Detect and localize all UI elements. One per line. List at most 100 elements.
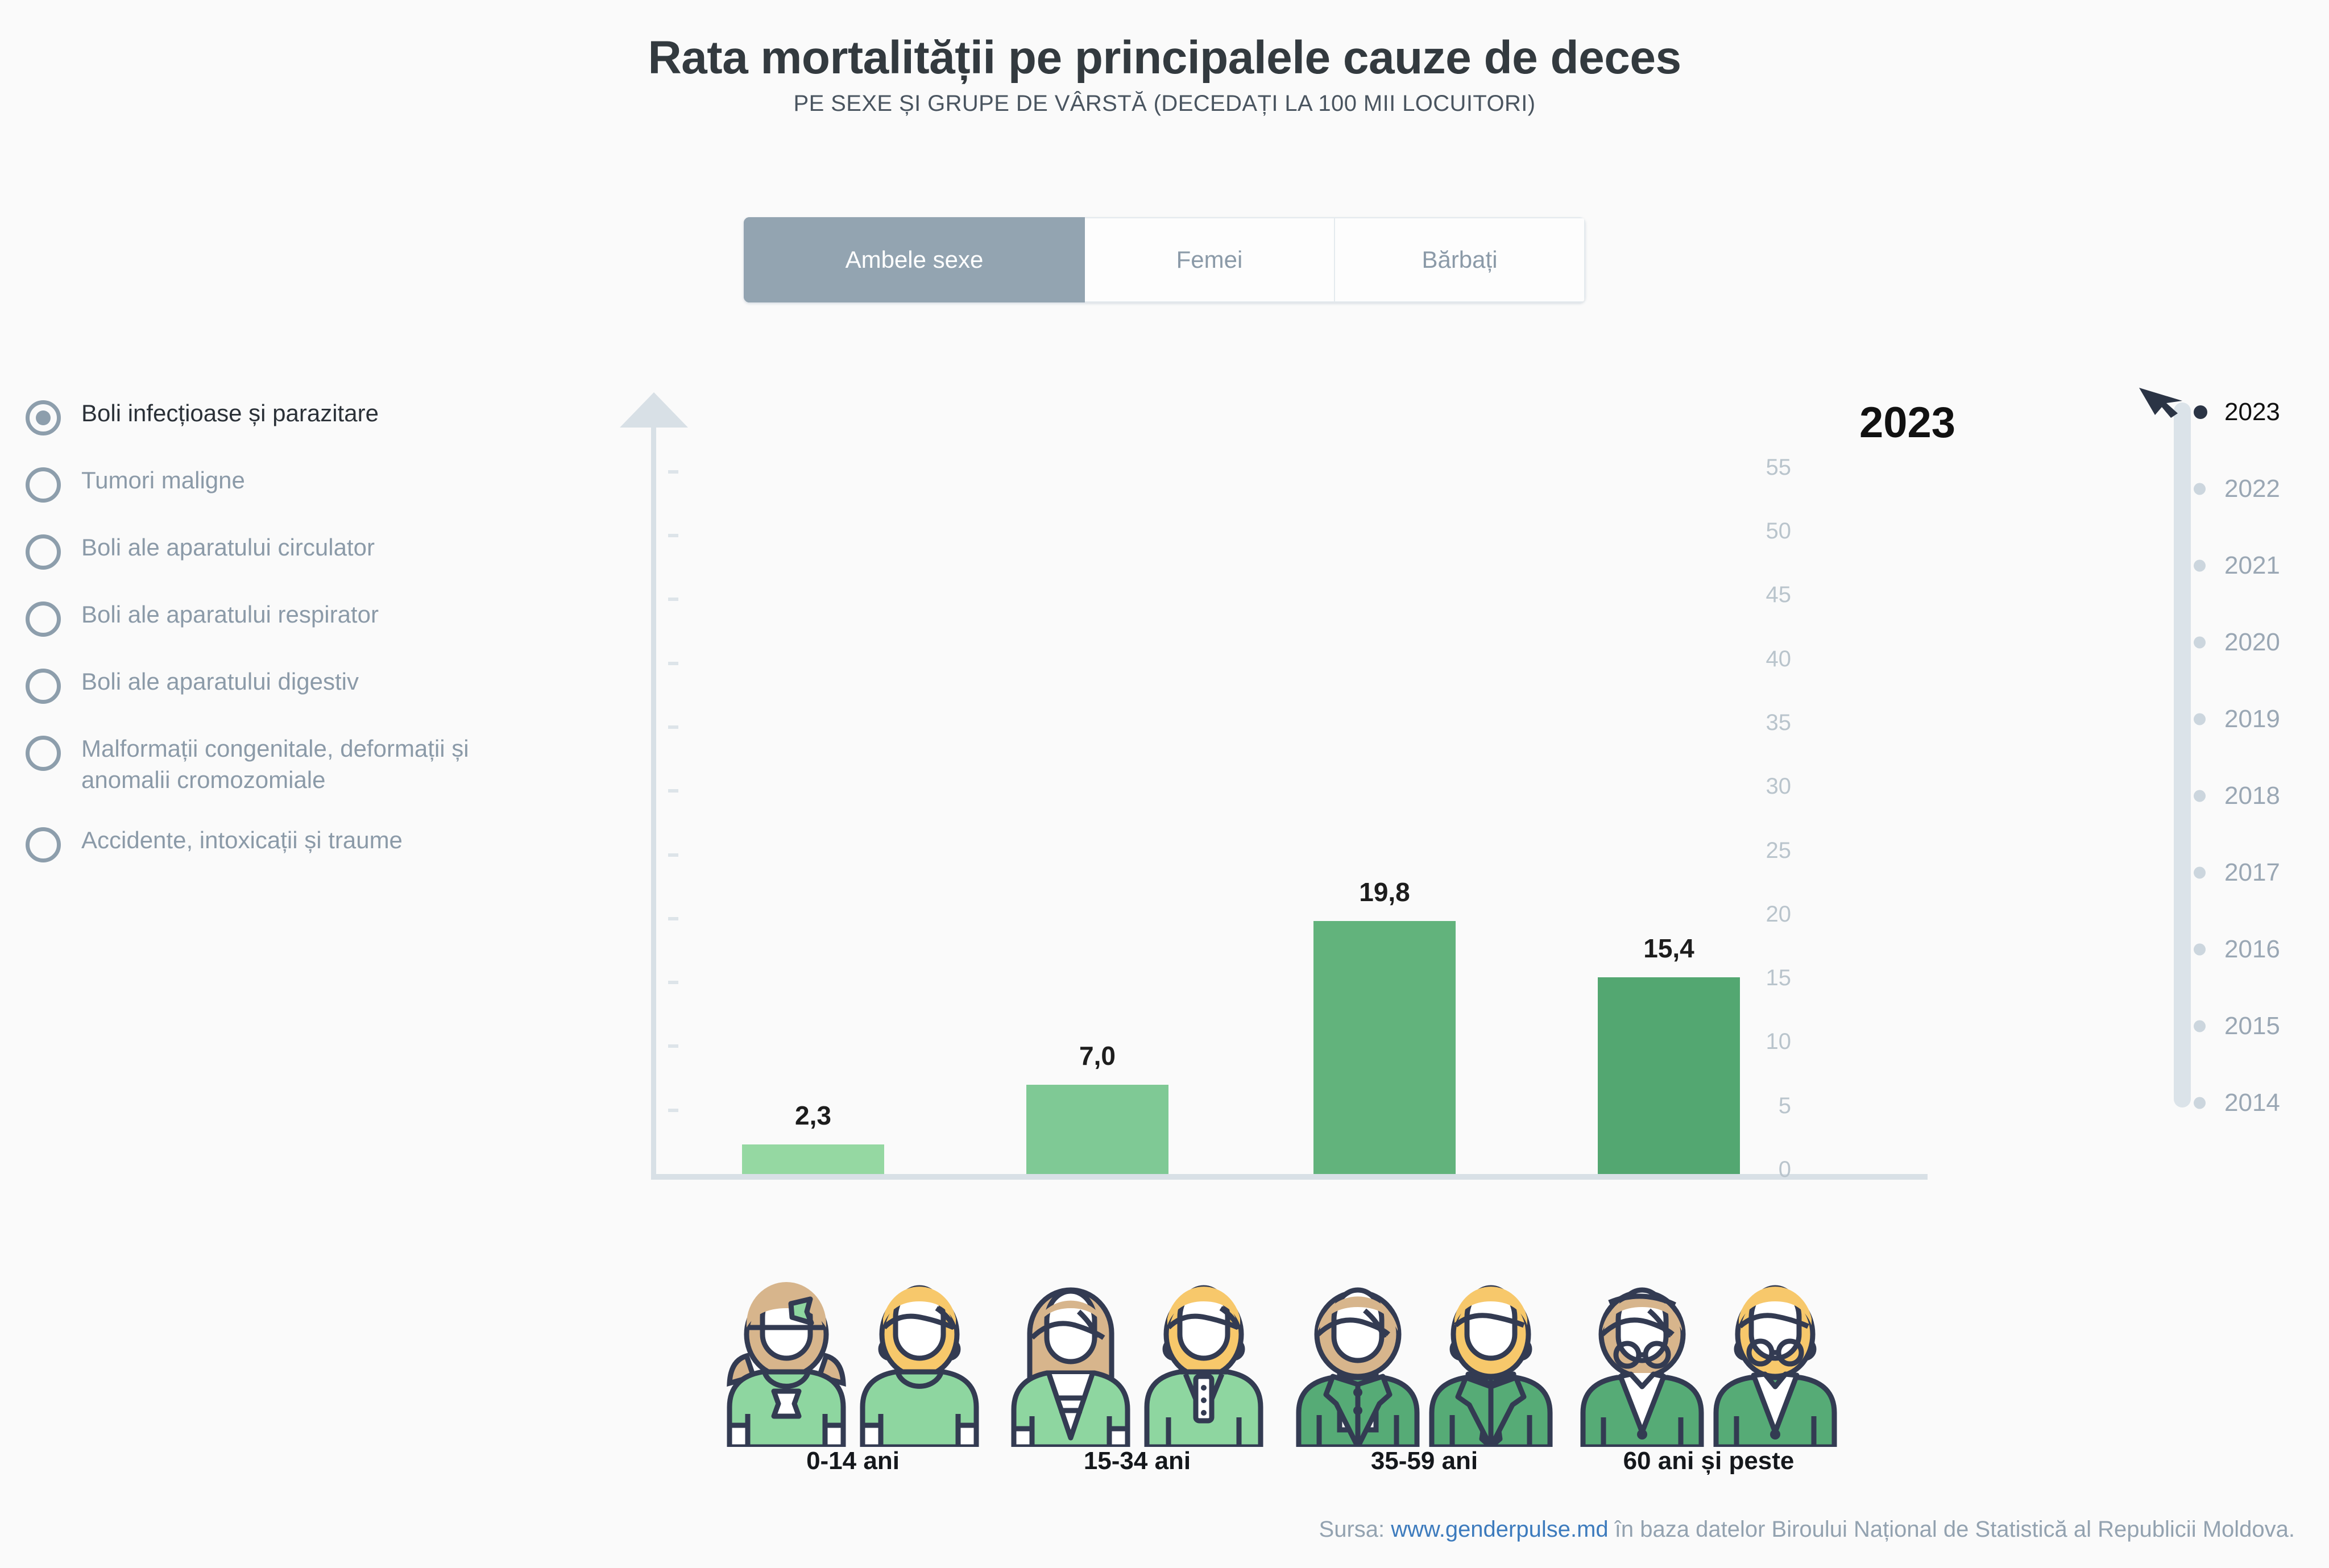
bar-rect[interactable] xyxy=(1313,921,1456,1174)
bar-value-label: 7,0 xyxy=(1079,1040,1116,1071)
year-option-2019[interactable]: 2019 xyxy=(2155,705,2326,733)
woman-blazer-icon xyxy=(1295,1271,1420,1447)
figure-group-3 xyxy=(1288,1271,1561,1447)
sidebar-item-circulatory[interactable]: Boli ale aparatului circulator xyxy=(26,532,498,570)
x-axis-line xyxy=(651,1174,1928,1180)
year-dot-icon[interactable] xyxy=(2194,405,2207,419)
sidebar-item-digestive[interactable]: Boli ale aparatului digestiv xyxy=(26,666,498,704)
x-category-label: 60 ani și peste xyxy=(1623,1447,1795,1475)
year-option-2015[interactable]: 2015 xyxy=(2155,1012,2326,1040)
sidebar-item-label: Boli ale aparatului respirator xyxy=(81,601,379,628)
bar-2[interactable]: 7,0 xyxy=(1026,1041,1168,1174)
radio-button-icon[interactable] xyxy=(26,467,61,503)
x-category-label: 35-59 ani xyxy=(1370,1447,1478,1475)
bar-1[interactable]: 2,3 xyxy=(742,1101,884,1174)
sidebar-item-malignant-tumors[interactable]: Tumori maligne xyxy=(26,465,498,503)
year-label: 2014 xyxy=(2224,1089,2280,1117)
y-tick-label: 35 xyxy=(1766,710,1792,736)
bar-3[interactable]: 19,8 xyxy=(1313,877,1456,1174)
radio-button-icon[interactable] xyxy=(26,669,61,704)
y-tick-label: 50 xyxy=(1766,518,1792,544)
year-dot-icon[interactable] xyxy=(2194,713,2206,725)
year-option-2020[interactable]: 2020 xyxy=(2155,628,2326,657)
year-label: 2020 xyxy=(2224,628,2280,656)
x-category-label: 0-14 ani xyxy=(806,1447,900,1475)
y-tick-label: 45 xyxy=(1766,582,1792,608)
young-man-icon xyxy=(1141,1271,1266,1447)
bar-series: 2,3 7,0 19,8 15,4 xyxy=(651,392,1928,1180)
bar-rect[interactable] xyxy=(1598,977,1740,1174)
page-title: Rata mortalității pe principalele cauze … xyxy=(648,32,1681,84)
year-label: 2023 xyxy=(2224,398,2280,426)
current-year-label: 2023 xyxy=(1859,399,1956,447)
radio-button-icon[interactable] xyxy=(26,736,61,771)
tab-women[interactable]: Femei xyxy=(1085,217,1335,302)
sex-tab-group: Ambele sexe Femei Bărbați xyxy=(744,217,1585,302)
year-option-2023[interactable]: 2023 xyxy=(2139,388,2326,426)
year-label: 2022 xyxy=(2224,475,2280,503)
year-option-2021[interactable]: 2021 xyxy=(2155,551,2326,580)
year-option-2017[interactable]: 2017 xyxy=(2155,858,2326,887)
sidebar-item-label: Boli ale aparatului digestiv xyxy=(81,668,359,695)
bar-rect[interactable] xyxy=(1026,1084,1168,1174)
year-option-2018[interactable]: 2018 xyxy=(2155,782,2326,810)
bar-value-label: 15,4 xyxy=(1643,934,1694,964)
year-dot-icon[interactable] xyxy=(2194,943,2206,956)
year-dot-icon[interactable] xyxy=(2194,483,2206,495)
year-label: 2016 xyxy=(2224,935,2280,963)
sidebar-item-label: Boli ale aparatului circulator xyxy=(81,534,375,561)
year-dot-icon[interactable] xyxy=(2194,636,2206,649)
x-axis-category-labels: 0-14 ani 15-34 ani 35-59 ani 60 ani și pest… xyxy=(651,1447,1959,1487)
sidebar-item-accidents[interactable]: Accidente, intoxicații și traume xyxy=(26,825,498,863)
cause-radio-list: Boli infecțioase și parazitare Tumori mal… xyxy=(26,398,498,892)
bar-value-label: 2,3 xyxy=(795,1101,831,1131)
source-prefix: Sursa: xyxy=(1319,1517,1391,1542)
year-dot-icon[interactable] xyxy=(2194,866,2206,879)
page-subtitle: PE SEXE ȘI GRUPE DE VÂRSTĂ (DECEDAȚI LA … xyxy=(793,91,1536,116)
y-tick-mark xyxy=(668,534,678,538)
y-tick-mark xyxy=(668,725,678,729)
year-dot-icon[interactable] xyxy=(2194,790,2206,802)
radio-button-icon[interactable] xyxy=(26,534,61,570)
elderly-man-glasses-icon xyxy=(1713,1271,1838,1447)
sidebar-item-respiratory[interactable]: Boli ale aparatului respirator xyxy=(26,599,498,637)
year-label: 2017 xyxy=(2224,858,2280,886)
y-tick-mark xyxy=(668,1044,678,1048)
source-suffix: în baza datelor Biroului Național de Sta… xyxy=(1608,1517,2295,1542)
bar-value-label: 19,8 xyxy=(1359,877,1410,907)
y-tick-label: 55 xyxy=(1766,454,1792,480)
year-dot-icon[interactable] xyxy=(2194,559,2206,572)
sidebar-item-label: Malformații congenitale, deformații și a… xyxy=(81,735,469,793)
radio-button-icon[interactable] xyxy=(26,400,61,435)
y-tick-label: 20 xyxy=(1766,901,1792,927)
y-tick-label: 15 xyxy=(1766,965,1792,991)
tab-men[interactable]: Bărbați xyxy=(1335,217,1585,302)
radio-button-icon[interactable] xyxy=(26,602,61,637)
year-option-2014[interactable]: 2014 xyxy=(2155,1089,2326,1117)
y-tick-label: 0 xyxy=(1778,1157,1791,1182)
sidebar-item-infectious[interactable]: Boli infecțioase și parazitare xyxy=(26,398,498,435)
radio-button-icon[interactable] xyxy=(26,827,61,863)
x-category-label: 15-34 ani xyxy=(1083,1447,1191,1475)
bar-4[interactable]: 15,4 xyxy=(1598,934,1740,1174)
bar-rect[interactable] xyxy=(742,1144,884,1174)
year-option-2022[interactable]: 2022 xyxy=(2155,475,2326,503)
y-tick-mark xyxy=(668,916,678,920)
young-woman-icon xyxy=(1008,1271,1133,1447)
sidebar-item-congenital[interactable]: Malformații congenitale, deformații și a… xyxy=(26,733,498,795)
source-note: Sursa: www.genderpulse.md în baza datelo… xyxy=(0,1517,2329,1542)
year-label: 2018 xyxy=(2224,782,2280,810)
year-option-2016[interactable]: 2016 xyxy=(2155,935,2326,964)
y-tick-label: 25 xyxy=(1766,837,1792,863)
y-tick-mark xyxy=(668,598,678,602)
source-link[interactable]: www.genderpulse.md xyxy=(1391,1517,1609,1542)
year-label: 2015 xyxy=(2224,1012,2280,1040)
year-dot-icon[interactable] xyxy=(2194,1097,2206,1109)
age-group-figures xyxy=(651,1219,1959,1447)
sidebar-item-label: Tumori maligne xyxy=(81,467,245,493)
y-tick-label: 40 xyxy=(1766,646,1792,671)
tab-both-sexes[interactable]: Ambele sexe xyxy=(744,217,1085,302)
year-dot-icon[interactable] xyxy=(2194,1020,2206,1032)
year-slider-track[interactable] xyxy=(2174,403,2191,1107)
